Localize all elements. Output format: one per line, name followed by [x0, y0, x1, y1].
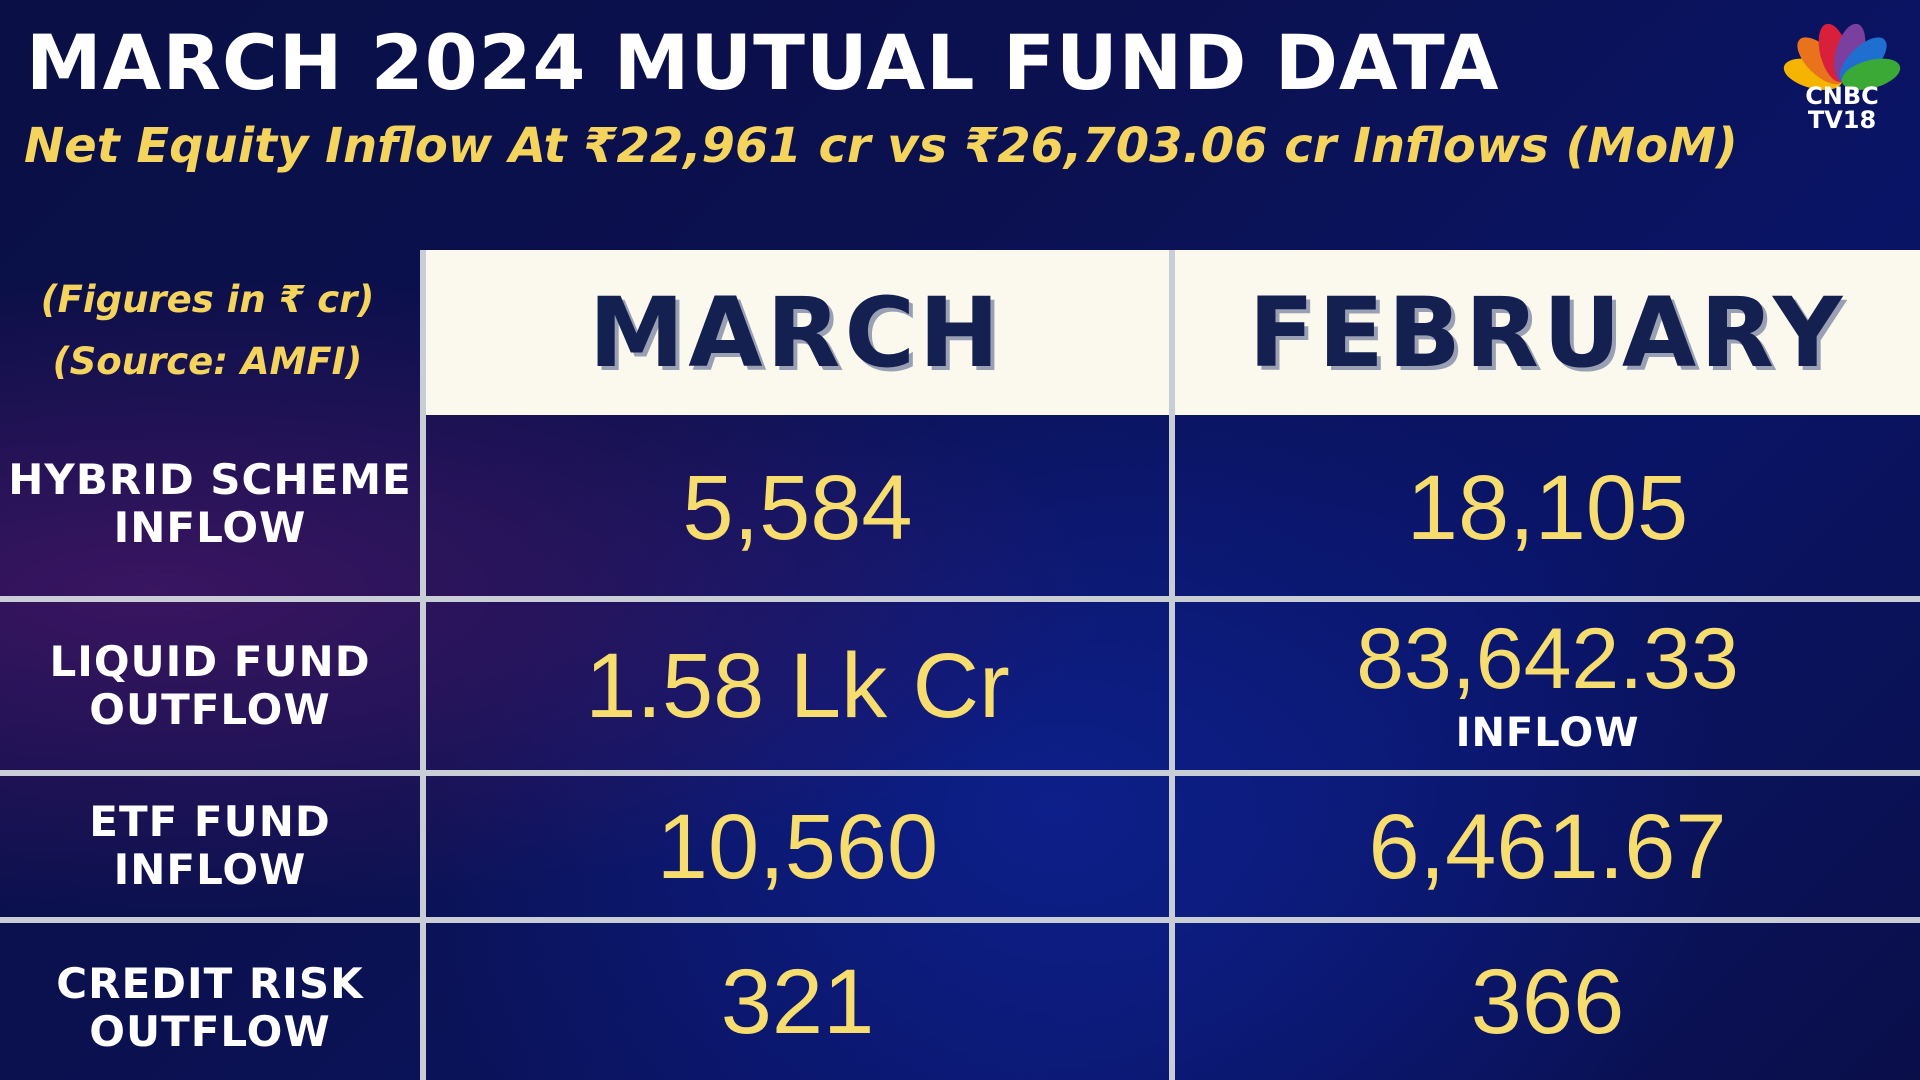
- cell-hybrid-march: 5,584: [426, 420, 1169, 596]
- row-label-line: OUTFLOW: [89, 1007, 331, 1056]
- cell-value: 5,584: [682, 457, 913, 559]
- row-label-line: HYBRID SCHEME: [8, 455, 412, 504]
- grid-line-row1: [0, 596, 1920, 602]
- cell-value: 1.58 Lk Cr: [585, 635, 1010, 737]
- cell-liquid-march: 1.58 Lk Cr: [426, 602, 1169, 770]
- cell-credit-february: 366: [1175, 923, 1920, 1080]
- page-subtitle: Net Equity Inflow At ₹22,961 cr vs ₹26,7…: [24, 118, 1738, 174]
- cell-credit-march: 321: [426, 923, 1169, 1080]
- cell-value: 321: [720, 950, 875, 1053]
- column-header-february: FEBRUARY: [1175, 250, 1920, 415]
- row-label-line: INFLOW: [113, 503, 307, 552]
- grid-line-middle: [1169, 250, 1175, 1080]
- row-label-etf: ETF FUND INFLOW: [0, 798, 420, 894]
- row-label-line: CREDIT RISK: [56, 959, 364, 1008]
- column-header-march: MARCH: [423, 250, 1169, 415]
- row-label-line: ETF FUND: [89, 797, 331, 846]
- grid-line-left: [420, 250, 426, 1080]
- logo-line1: CNBC: [1805, 82, 1879, 110]
- row-label-hybrid: HYBRID SCHEME INFLOW: [0, 456, 420, 552]
- cell-value: 18,105: [1406, 457, 1689, 559]
- cell-value: 10,560: [656, 795, 939, 898]
- cell-value: 6,461.67: [1368, 795, 1727, 898]
- grid-line-row2: [0, 770, 1920, 776]
- logo-feather: [1841, 58, 1901, 90]
- cell-hybrid-february: 18,105: [1175, 420, 1920, 596]
- row-label-liquid: LIQUID FUND OUTFLOW: [0, 638, 420, 734]
- cell-note: INFLOW: [1455, 710, 1640, 756]
- row-label-line: LIQUID FUND: [49, 637, 371, 686]
- cnbc-tv18-logo: CNBC TV18: [1782, 12, 1902, 134]
- logo-line2: TV18: [1807, 106, 1877, 134]
- source-note: (Source: AMFI): [52, 340, 363, 383]
- peacock-icon: [1783, 23, 1901, 90]
- row-label-credit: CREDIT RISK OUTFLOW: [0, 960, 420, 1056]
- cell-etf-february: 6,461.67: [1175, 776, 1920, 917]
- row-label-line: INFLOW: [113, 845, 307, 894]
- page-title: MARCH 2024 MUTUAL FUND DATA: [26, 18, 1500, 107]
- figures-note: (Figures in ₹ cr): [40, 278, 375, 321]
- cell-value: 83,642.33: [1356, 611, 1739, 707]
- cell-etf-march: 10,560: [426, 776, 1169, 917]
- grid-line-row3: [0, 917, 1920, 923]
- row-label-line: OUTFLOW: [89, 685, 331, 734]
- cell-value: 366: [1470, 950, 1625, 1053]
- cell-liquid-february: 83,642.33 INFLOW: [1175, 602, 1920, 770]
